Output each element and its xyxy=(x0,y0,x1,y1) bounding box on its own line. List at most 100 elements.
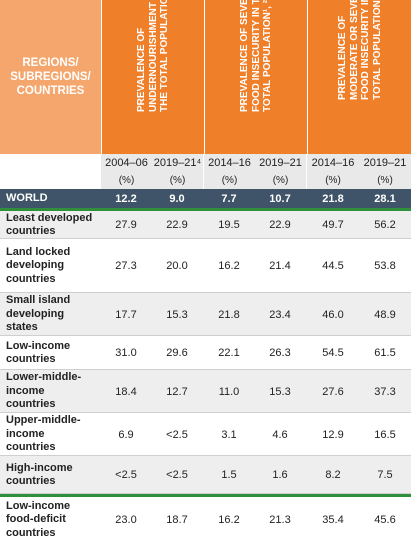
row-header-cell: REGIONS/ SUBREGIONS/ COUNTRIES xyxy=(0,0,101,154)
row-value: 11.0 xyxy=(218,385,240,398)
world-value: 7.7 xyxy=(221,193,237,205)
row-value: 21.8 xyxy=(218,308,240,321)
row-value: 1.6 xyxy=(272,469,288,481)
row-value: 37.3 xyxy=(374,385,396,398)
period-spacer xyxy=(0,154,101,172)
unit-label: (%) xyxy=(307,172,359,189)
row-header-label: REGIONS/ SUBREGIONS/ COUNTRIES xyxy=(10,57,91,97)
row-value: 16.2 xyxy=(218,514,240,526)
period-header: 2019–21 xyxy=(255,154,306,172)
row-value: 21.3 xyxy=(269,514,291,526)
row-value: <2.5 xyxy=(166,469,188,481)
row-label: Lower-middle- income countries xyxy=(6,371,82,411)
row-value: 19.5 xyxy=(218,219,240,231)
row-value: 53.8 xyxy=(374,260,396,272)
row-value: 54.5 xyxy=(322,347,344,359)
row-value: <2.5 xyxy=(115,469,137,481)
row-value: 18.7 xyxy=(166,514,188,526)
row-value: 12.7 xyxy=(166,385,188,398)
row-value: <2.5 xyxy=(166,428,188,441)
row-value: 22.9 xyxy=(166,219,188,231)
unit-label: (%) xyxy=(152,172,203,189)
row-label: Land locked developing countries xyxy=(6,245,71,285)
row-label: Least developed countries xyxy=(6,211,93,238)
row-value: 4.6 xyxy=(272,428,288,441)
row-value: 22.9 xyxy=(269,219,291,231)
table-row: Low-income food-deficit countries 23.0 18.… xyxy=(0,497,411,543)
row-label: Small island developing states xyxy=(6,294,71,334)
row-value: 56.2 xyxy=(374,219,396,231)
row-value: 18.4 xyxy=(115,385,137,398)
row-value: 12.9 xyxy=(322,428,344,441)
row-value: 27.3 xyxy=(115,260,137,272)
world-label: WORLD xyxy=(6,192,48,205)
row-label: Low-income countries xyxy=(6,339,71,366)
unit-label: (%) xyxy=(101,172,152,189)
row-value: 21.4 xyxy=(269,260,291,272)
table-row: Lower-middle- income countries 18.4 12.7 11… xyxy=(0,370,411,413)
row-separator xyxy=(0,335,411,336)
table-row: Land locked developing countries 27.3 20.0… xyxy=(0,239,411,293)
world-value: 28.1 xyxy=(374,193,396,205)
world-value: 21.8 xyxy=(322,193,344,205)
group-header-undernourishment: PREVALENCE OF UNDERNOURISHMENT IN THE TO… xyxy=(101,0,204,154)
row-value: 48.9 xyxy=(374,308,396,321)
row-value: 61.5 xyxy=(374,347,396,359)
row-separator xyxy=(0,238,411,239)
period-header: 2014–16 xyxy=(204,154,255,172)
table-row: Low-income countries 31.0 29.6 22.1 26.3 54.5… xyxy=(0,336,411,370)
row-value: 1.5 xyxy=(221,469,237,481)
world-value: 12.2 xyxy=(115,193,137,205)
period-header: 2019–21⁴ xyxy=(152,154,203,172)
world-value: 9.0 xyxy=(169,193,185,205)
row-value: 29.6 xyxy=(166,347,188,359)
world-value: 10.7 xyxy=(269,193,291,205)
unit-label: (%) xyxy=(255,172,306,189)
row-label: High-income countries xyxy=(6,461,73,488)
row-value: 16.5 xyxy=(374,428,396,441)
row-value: 16.2 xyxy=(218,260,240,272)
table-row: High-income countries <2.5 <2.5 1.5 1.6 8.2 7.… xyxy=(0,456,411,494)
row-value: 7.5 xyxy=(377,469,393,481)
row-separator xyxy=(0,455,411,456)
row-value: 15.3 xyxy=(166,308,188,321)
highlight-line-top xyxy=(0,208,411,211)
row-value: 45.6 xyxy=(374,514,396,526)
row-value: 46.0 xyxy=(322,308,344,321)
highlight-line-bottom xyxy=(0,494,411,497)
row-value: 35.4 xyxy=(322,514,344,526)
table-row: Upper-middle- income countries 6.9 <2.5 3.1… xyxy=(0,413,411,456)
group-header-severe: PREVALENCE OF SEVERE FOOD INSECURITY IN … xyxy=(204,0,307,154)
period-header: 2004–06 xyxy=(101,154,152,172)
row-value: 23.4 xyxy=(269,308,291,321)
row-separator xyxy=(0,493,411,494)
row-value: 20.0 xyxy=(166,260,188,272)
group-title-moderate-severe: PREVALENCE OF MODERATE OR SEVERE FOOD IN… xyxy=(337,0,383,100)
period-header: 2019–21 xyxy=(359,154,411,172)
row-value: 3.1 xyxy=(221,428,237,441)
row-value: 26.3 xyxy=(269,347,291,359)
row-separator xyxy=(0,412,411,413)
period-header: 2014–16 xyxy=(307,154,359,172)
group-header-moderate-severe: PREVALENCE OF MODERATE OR SEVERE FOOD IN… xyxy=(307,0,411,154)
row-separator xyxy=(0,369,411,370)
table-row: Least developed countries 27.9 22.9 19.5 22.… xyxy=(0,211,411,239)
row-value: 27.6 xyxy=(322,385,344,398)
row-label: Upper-middle- income countries xyxy=(6,414,81,454)
row-value: 49.7 xyxy=(322,219,344,231)
row-value: 17.7 xyxy=(115,308,137,321)
row-value: 22.1 xyxy=(218,347,240,359)
row-value: 15.3 xyxy=(269,385,291,398)
row-value: 44.5 xyxy=(322,260,344,272)
unit-label: (%) xyxy=(359,172,411,189)
row-value: 31.0 xyxy=(115,347,137,359)
row-value: 6.9 xyxy=(118,428,134,441)
group-title-undernourishment: PREVALENCE OF UNDERNOURISHMENT IN THE TO… xyxy=(135,0,170,112)
unit-label: (%) xyxy=(204,172,255,189)
row-value: 23.0 xyxy=(115,514,137,526)
row-separator xyxy=(0,292,411,293)
row-label: Low-income food-deficit countries xyxy=(6,499,71,539)
row-value: 8.2 xyxy=(325,469,341,481)
row-value: 27.9 xyxy=(115,219,137,231)
